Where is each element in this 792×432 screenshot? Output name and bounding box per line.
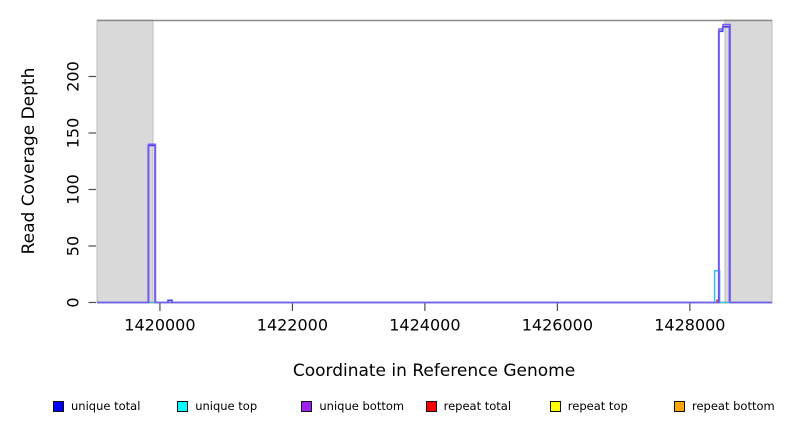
legend-label: unique bottom: [319, 399, 405, 413]
y-tick-label: 0: [64, 297, 83, 307]
y-tick-label: 100: [64, 174, 83, 205]
x-tick-label: 1420000: [124, 316, 195, 335]
x-tick-label: 1428000: [654, 316, 725, 335]
y-tick-label: 50: [64, 236, 83, 256]
series-unique-total: [97, 25, 772, 304]
series-unique-bottom: [97, 23, 772, 304]
legend-item-unique-bottom: unique bottom: [301, 399, 404, 413]
y-axis-title: Read Coverage Depth: [19, 67, 39, 255]
legend-swatch-unique-total: [53, 400, 64, 412]
masked-region-left: [96, 19, 154, 303]
legend-item-unique-top: unique top: [177, 399, 257, 413]
legend-label: repeat bottom: [692, 399, 775, 413]
legend-label: unique total: [71, 399, 141, 413]
legend-swatch-unique-top: [177, 400, 189, 412]
legend-swatch-repeat-total: [425, 400, 437, 412]
legend-label: repeat total: [443, 399, 512, 413]
y-tick-label: 200: [64, 61, 83, 92]
x-tick-label: 1422000: [257, 316, 328, 335]
legend-item-repeat-bottom: repeat bottom: [674, 399, 775, 413]
legend-swatch-repeat-top: [549, 400, 561, 412]
legend-item-unique-total: unique total: [53, 399, 140, 413]
x-tick-label: 1424000: [389, 316, 460, 335]
legend-label: unique top: [195, 399, 258, 413]
series-unique-top: [97, 270, 772, 304]
legend-label: repeat top: [567, 399, 628, 413]
y-tick-label: 150: [64, 118, 83, 149]
x-tick-label: 1426000: [522, 316, 593, 335]
legend-swatch-unique-bottom: [301, 400, 313, 412]
legend-swatch-repeat-bottom: [674, 400, 685, 412]
legend-item-repeat-top: repeat top: [549, 399, 628, 413]
legend-item-repeat-total: repeat total: [425, 399, 512, 413]
masked-region-right: [724, 19, 773, 303]
x-axis-title: Coordinate in Reference Genome: [292, 361, 576, 381]
